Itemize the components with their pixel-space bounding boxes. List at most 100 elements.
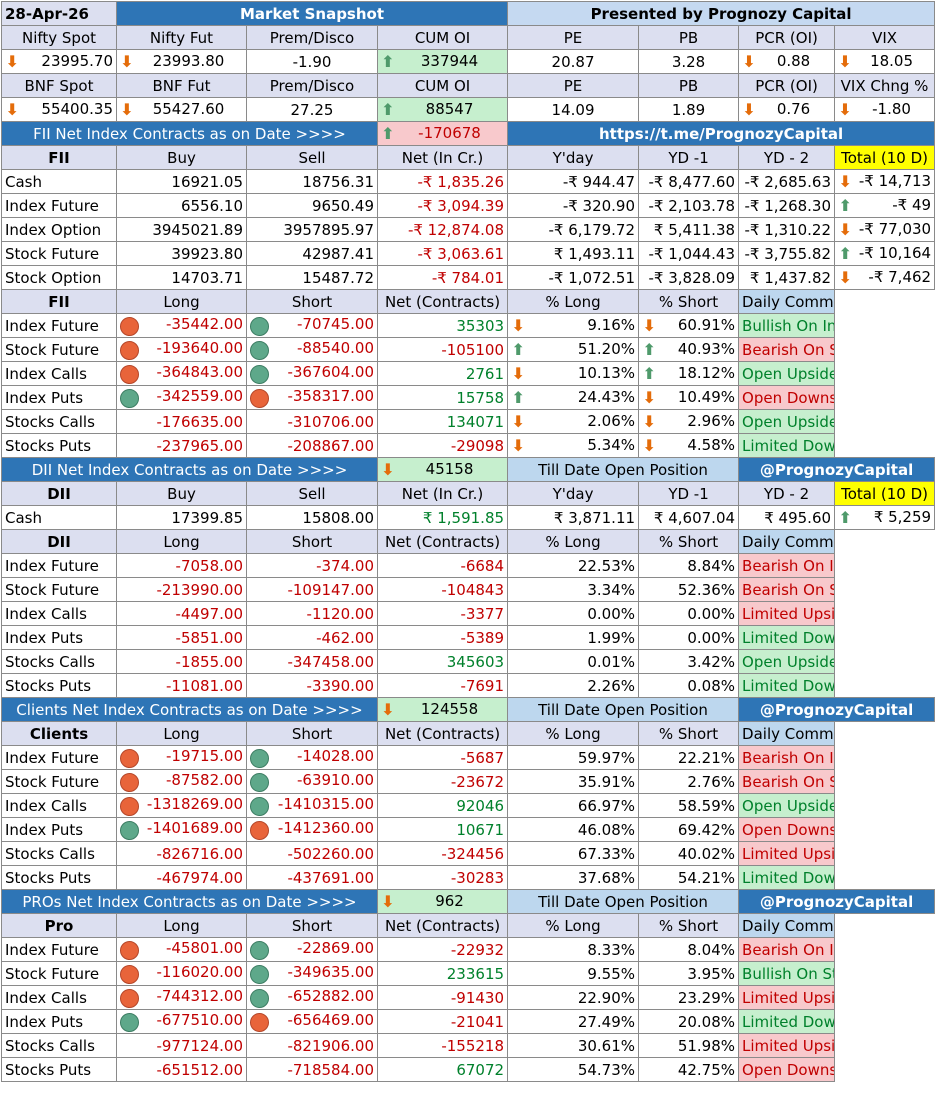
arrow-down-icon: ⬇ [642,387,657,407]
clients_oi-cell: 67.33% [507,841,640,866]
fii_oi-title-text: FII [48,292,70,311]
dii-cash-cell-text: 15808.00 [302,508,374,527]
telegram-link[interactable]: https://t.me/PrognozyCapital [507,121,935,146]
clients_banner-note-text: Till Date Open Position [538,700,708,719]
pro_oi-cell: -91430 [376,985,509,1010]
dii_oi-cell: 8.84% [638,553,740,578]
bnf-label-text: Prem/Disco [269,76,355,95]
clients_oi-cell-text: -1410315.00 [277,795,374,813]
bnf-label: BNF Spot [1,73,117,98]
fii_oi-cell-text: Index Puts [5,388,84,407]
dii_oi-cell-text: -5851.00 [175,628,243,647]
dii-cash-header: Buy [116,481,247,506]
fii_oi-cell: 15758 [376,385,509,410]
fii_oi-cell-text: Open Upside [742,412,835,431]
clients_oi-cell: -324456 [376,841,509,866]
nifty-label-text: CUM OI [414,28,471,47]
nifty-value: ⬇ 23995.70 [1,49,117,74]
oi-header: % Short [638,529,740,554]
clients_oi-cell: Bearish On Stocks [738,769,836,794]
clients_oi-cell-text: -87582.00 [166,771,243,789]
clients_banner-note: Till Date Open Position [507,697,740,722]
presenter-label: Presented by Prognozy Capital [507,1,935,26]
oi-header-text: % Short [658,916,719,935]
fii-cash-header-row: FII Buy Sell Net (In Cr.) Y'day YD -1 YD - 2 To… [1,145,935,170]
fii_oi-cell-text: 40.93% [677,339,736,358]
oi-header: Long [116,721,247,746]
clients_oi-cell-text: 35.91% [577,772,636,791]
green-circle-icon [250,365,269,384]
arrow-down-icon: ⬇ [511,363,526,383]
green-circle-icon [120,1013,139,1032]
dii-cash-cell: ₹ 3,871.11 [507,505,640,530]
fii_oi-cell-text: -310706.00 [287,412,374,431]
clients_oi-cell: Stock Future [1,769,117,794]
fii-cash-row: Stock Option 14703.71 15487.72 -₹ 784.01 -₹ … [1,265,935,290]
dii_oi-cell: Limited Downside [738,625,836,650]
clients_oi-cell: 2.76% [638,769,740,794]
dii_oi-cell-text: 2.26% [587,676,636,695]
pro_oi-cell-text: 8.33% [587,940,636,959]
oi-header-text: Daily Commentary [742,292,834,311]
fii-cash-header-text: Total (10 D) [841,148,929,167]
fii_oi-row: Index Puts -342559.00 -358317.00 15758 ⬆ 24.4… [1,385,935,410]
fii_oi-cell-text: Limited Downside [742,436,835,455]
fii_oi-cell: Index Future [1,313,117,338]
arrow-down-icon: ⬇ [5,99,19,119]
fii-cash-header: Sell [246,145,378,170]
nifty-label-text: PB [678,28,699,47]
oi-header: % Long [507,289,640,314]
pro_oi-cell: -977124.00 [116,1033,247,1058]
fii-cash-cell-text: 14703.71 [171,268,243,287]
clients_oi-cell-text: -1412360.00 [277,819,374,837]
clients_oi-cell-text: Bearish On Index [742,748,834,767]
red-circle-icon [250,1013,269,1032]
dii_oi-cell-text: 0.08% [687,676,736,695]
fii-cash-cell-text: 18756.31 [302,172,374,191]
dii_oi-cell-text: -11081.00 [166,676,243,695]
clients_oi-cell-text: -324456 [441,844,505,863]
arrow-down-icon: ⬇ [381,891,395,911]
fii-net-label-text: FII Net Index Contracts as on Date >>>> [33,124,346,143]
dii_oi-cell: -7691 [376,673,509,698]
date-label-text: 28-Apr-26 [5,4,89,23]
oi-header: % Long [507,913,640,938]
fii-cash-cell: 18756.31 [246,169,378,194]
dii_oi-cell-text: Index Puts [5,628,84,647]
arrow-up-icon: ⬆ [381,99,395,119]
title-label-text: Market Snapshot [240,4,385,23]
pro_oi-cell-text: Stock Future [5,964,100,983]
clients_oi-cell: 37.68% [507,865,640,890]
clients_oi-cell-text: -826716.00 [156,844,243,863]
dii_oi-cell-text: -7058.00 [175,556,243,575]
pros_banner-label: PROs Net Index Contracts as on Date >>>> [1,889,378,914]
pro_oi-cell: -22932 [376,937,509,962]
dii_oi-cell: 3.42% [638,649,740,674]
oi-header: Short [246,289,378,314]
clients_oi-cell-text: 67.33% [577,844,636,863]
pro_oi-cell-text: -718584.00 [287,1060,374,1079]
pro_oi-cell: 22.90% [507,985,640,1010]
clients_banner-handle[interactable]: @PrognozyCapital [738,697,935,722]
bnf-value-text: 1.89 [671,100,706,119]
pro_oi-row: Stocks Puts -651512.00 -718584.00 67072 54.7… [1,1057,935,1082]
pros_banner-handle[interactable]: @PrognozyCapital [738,889,935,914]
clients_oi-row: Stocks Puts -467974.00 -437691.00 -30283 37.… [1,865,935,890]
clients_oi-cell: Index Future [1,745,117,770]
fii-cash-cell-text: 3945021.89 [152,220,243,239]
oi-header: % Long [507,721,640,746]
dii_banner-handle[interactable]: @PrognozyCapital [738,457,935,482]
dii-cash-cell-text: 17399.85 [171,508,243,527]
dii_oi-cell: Index Future [1,553,117,578]
fii_oi-cell-text: -176635.00 [156,412,243,431]
bnf-value: ⬇ 0.76 [738,97,836,122]
nifty-label-text: VIX [872,28,898,47]
clients_oi-cell-text: 2.76% [687,772,736,791]
green-circle-icon [250,773,269,792]
arrow-down-icon: ⬇ [742,99,756,119]
dii_oi-cell-text: 22.53% [577,556,636,575]
clients_oi-cell-text: 54.21% [677,868,736,887]
bnf-value: 27.25 [246,97,378,122]
clients_oi-cell: Stocks Puts [1,865,117,890]
clients_oi-cell: -30283 [376,865,509,890]
